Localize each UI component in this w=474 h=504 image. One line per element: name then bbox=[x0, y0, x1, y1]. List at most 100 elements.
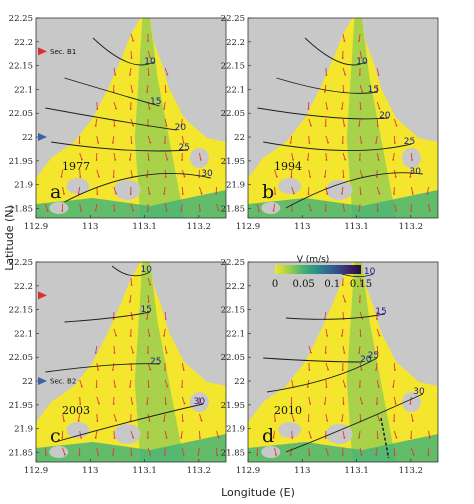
contour-label: 30 bbox=[201, 169, 213, 179]
arrow-head bbox=[409, 176, 412, 178]
velocity-arrow bbox=[410, 447, 415, 455]
x-axis-label: Longitude (E) bbox=[221, 486, 295, 499]
contour-label: 25 bbox=[178, 143, 189, 153]
contour-line bbox=[64, 311, 151, 323]
deep-channel bbox=[134, 18, 185, 218]
arrow-head bbox=[310, 351, 312, 354]
contour-label: 20 bbox=[379, 111, 391, 121]
velocity-arrow bbox=[164, 152, 168, 160]
velocity-arrow bbox=[342, 203, 345, 211]
arrow-head bbox=[361, 90, 364, 93]
arrow-head bbox=[63, 192, 65, 195]
depth-contours bbox=[257, 37, 423, 209]
y-tick-label: 22 bbox=[234, 133, 245, 143]
velocity-arrow bbox=[164, 396, 167, 405]
contour-line bbox=[45, 363, 160, 373]
arrow-head bbox=[130, 369, 133, 371]
arrow-head bbox=[146, 176, 148, 178]
velocity-arrow bbox=[342, 33, 345, 41]
panel-frame bbox=[247, 261, 439, 463]
arrow-head bbox=[166, 158, 169, 161]
section-marker bbox=[38, 291, 47, 300]
arrow-head bbox=[411, 159, 413, 161]
arrow-head bbox=[181, 159, 183, 161]
contour-label: 15 bbox=[140, 305, 151, 315]
arrow-head bbox=[61, 210, 64, 212]
velocity-arrow bbox=[113, 203, 115, 212]
arrow-head bbox=[275, 175, 278, 178]
x-tick-label: 113 bbox=[294, 222, 310, 232]
velocity-arrow bbox=[163, 328, 166, 336]
arrow-head bbox=[130, 57, 133, 59]
arrow-head bbox=[166, 385, 169, 388]
velocity-arrow bbox=[198, 203, 201, 212]
arrow-head bbox=[358, 74, 361, 76]
y-tick-label: 22.2 bbox=[226, 282, 245, 292]
y-tick-label: 21.9 bbox=[226, 181, 245, 191]
arrow-head bbox=[289, 142, 292, 144]
velocity-arrow bbox=[290, 135, 293, 143]
velocity-arrow bbox=[180, 430, 183, 438]
velocity-arrow bbox=[147, 447, 151, 455]
arrow-head bbox=[393, 420, 395, 422]
arrow-head bbox=[343, 209, 346, 212]
contour-line bbox=[51, 141, 189, 152]
arrow-head bbox=[132, 124, 135, 127]
arrow-head bbox=[344, 158, 347, 161]
arrow-head bbox=[360, 56, 363, 59]
arrow-head bbox=[341, 454, 344, 456]
arrow-head bbox=[376, 176, 378, 178]
y-tick-label: 22.25 bbox=[221, 258, 245, 268]
velocity-arrow bbox=[342, 84, 345, 93]
panel-a-map bbox=[36, 18, 226, 218]
velocity-arrow bbox=[79, 396, 81, 405]
arrow-head bbox=[148, 419, 151, 422]
y-tick-label: 21.95 bbox=[9, 157, 33, 167]
arrow-head bbox=[376, 403, 378, 405]
y-tick-label: 22.05 bbox=[9, 109, 33, 119]
arrow-head bbox=[132, 436, 135, 439]
arrow-head bbox=[45, 454, 47, 456]
arrow-head bbox=[112, 318, 115, 320]
arrow-head bbox=[309, 175, 312, 178]
velocity-arrow bbox=[96, 186, 98, 195]
arrow-head bbox=[291, 210, 294, 212]
velocity-arrow bbox=[341, 186, 344, 194]
x-tick-label: 113.1 bbox=[132, 222, 156, 232]
arrow-head bbox=[131, 402, 134, 405]
arrow-head bbox=[80, 436, 82, 439]
arrow-head bbox=[291, 437, 294, 439]
y-tick-label: 22.1 bbox=[14, 329, 33, 339]
arrow-head bbox=[293, 192, 295, 195]
arrow-head bbox=[113, 437, 116, 439]
arrow-head bbox=[325, 159, 328, 161]
y-tick-label: 22 bbox=[22, 133, 33, 143]
arrow-head bbox=[411, 192, 414, 195]
velocity-arrow bbox=[376, 67, 380, 75]
velocity-arrow bbox=[393, 396, 397, 404]
velocity-arrow bbox=[342, 396, 345, 405]
velocity-arrow bbox=[130, 203, 134, 211]
section-label: Sec. B1 bbox=[50, 48, 76, 56]
arrow-head bbox=[97, 141, 100, 144]
arrow-head bbox=[147, 386, 150, 388]
velocity-arrow bbox=[257, 203, 260, 211]
velocity-arrow bbox=[325, 328, 328, 336]
y-tick-label: 21.9 bbox=[226, 425, 245, 435]
velocity-arrow bbox=[96, 447, 99, 455]
y-tick-label: 21.85 bbox=[221, 204, 245, 214]
velocity-arrow bbox=[376, 186, 380, 194]
x-tick-label: 113 bbox=[82, 466, 98, 476]
arrow-head bbox=[113, 125, 116, 127]
arrow-head bbox=[79, 403, 82, 405]
velocity-arrow bbox=[393, 362, 396, 371]
velocity-arrow bbox=[146, 169, 149, 177]
velocity-arrow bbox=[358, 430, 361, 438]
velocity-arrow bbox=[375, 135, 378, 143]
velocity-arrow bbox=[130, 118, 134, 126]
arrow-head bbox=[378, 107, 381, 110]
arrow-head bbox=[358, 159, 361, 161]
velocity-arrow bbox=[96, 101, 98, 110]
velocity-arrow bbox=[96, 169, 100, 177]
arrow-head bbox=[146, 210, 149, 212]
